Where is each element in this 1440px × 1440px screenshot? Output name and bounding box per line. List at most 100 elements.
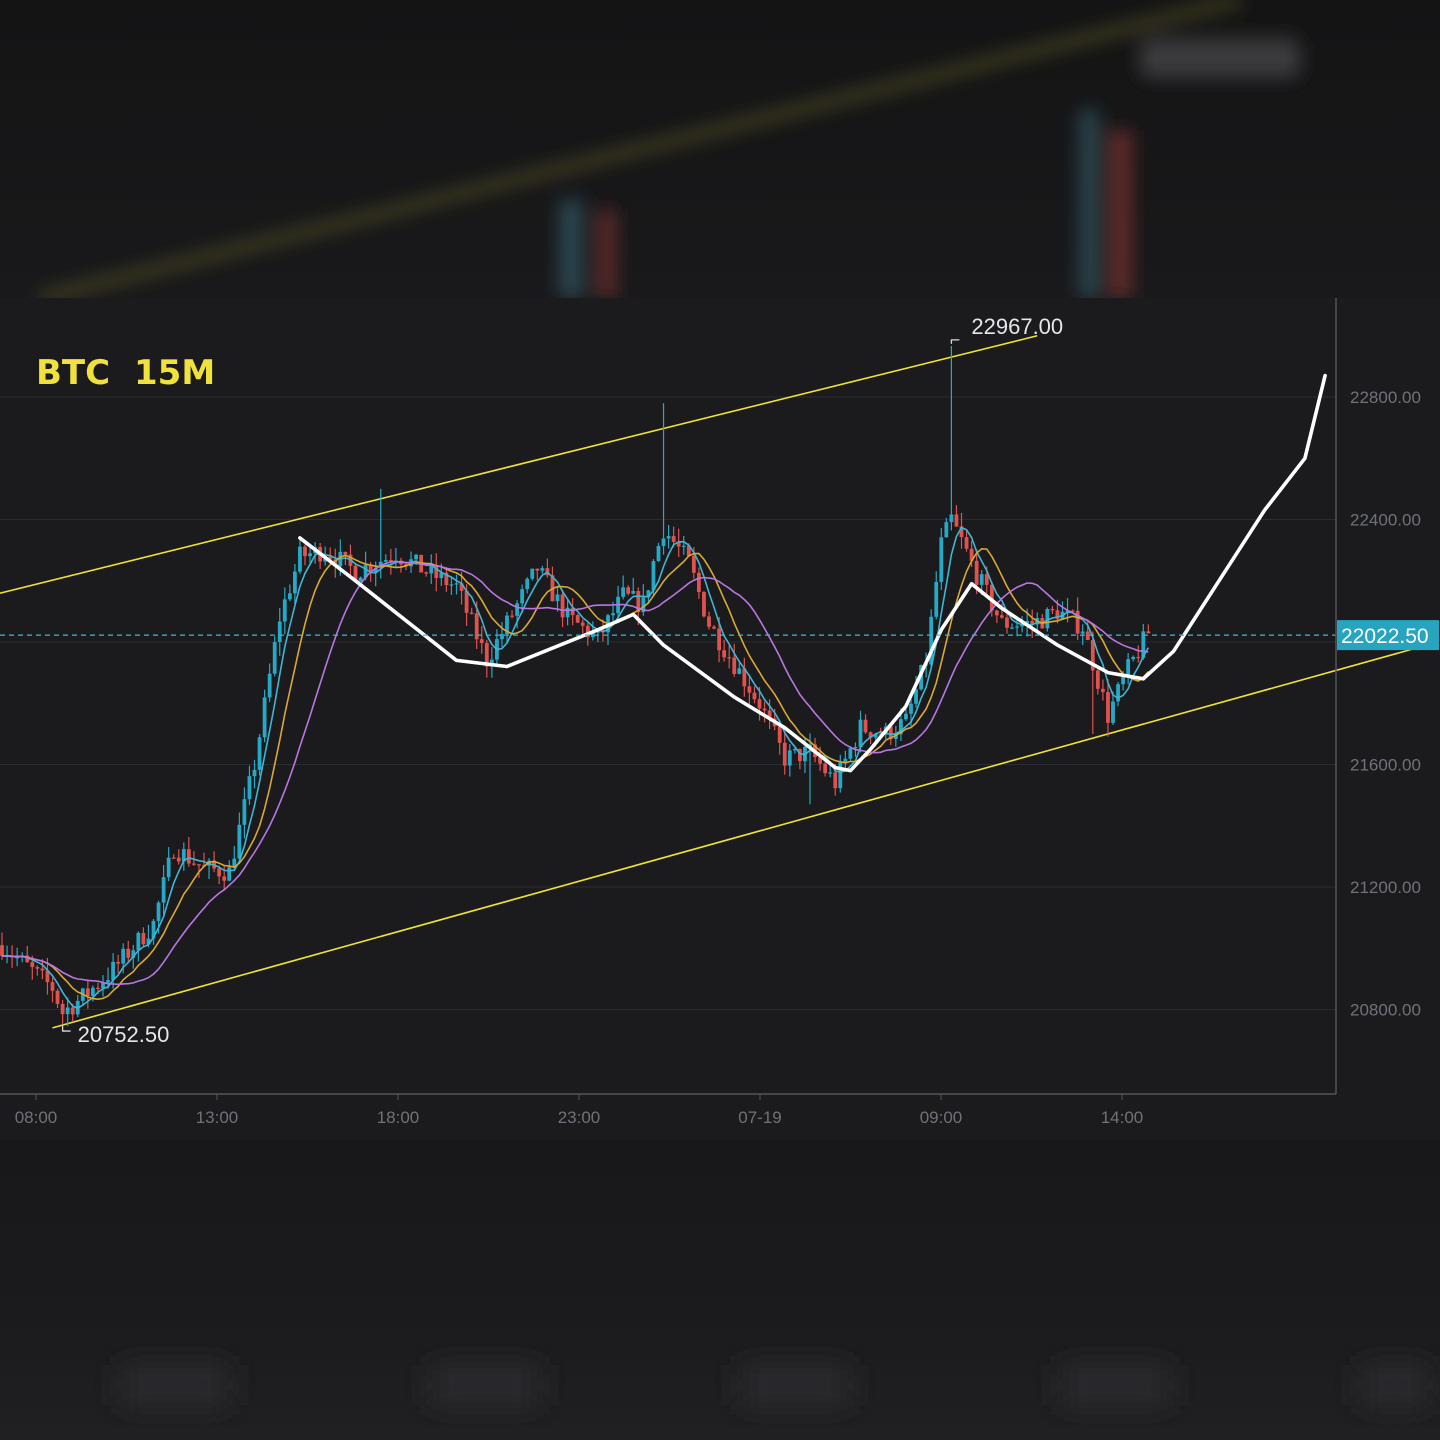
candle-body [732, 657, 737, 674]
candle-body [222, 876, 227, 881]
candle-body [171, 857, 176, 859]
candle-body [707, 616, 711, 627]
candle-body [192, 863, 196, 865]
candle-body [934, 582, 939, 617]
x-tick-label: 09:00 [920, 1108, 963, 1127]
candle-body [237, 824, 242, 859]
candle-body [15, 957, 20, 959]
current-price-badge [1337, 620, 1439, 651]
candle-body [287, 593, 292, 600]
candle-body [141, 932, 146, 945]
candle-body [858, 719, 863, 747]
candle-body [45, 970, 50, 983]
candle-body [575, 615, 580, 623]
candle-body [621, 587, 626, 597]
candle-body [914, 689, 918, 704]
candle-body [91, 987, 95, 996]
candle-body [121, 948, 126, 964]
candle-body [969, 548, 974, 561]
candle-body [484, 643, 489, 667]
x-tick-label: 23:00 [558, 1108, 601, 1127]
candle-body [257, 737, 262, 770]
candle-body [676, 541, 681, 547]
candle-body [656, 545, 661, 562]
candle-body [515, 603, 519, 616]
candle-body [247, 776, 252, 800]
candle-body [737, 668, 742, 674]
x-tick-label: 13:00 [196, 1108, 239, 1127]
current-price-label: 22022.50 [1341, 625, 1429, 648]
candle-body [661, 538, 666, 546]
grid-layer [0, 396, 1336, 1010]
candle-body [1045, 608, 1050, 629]
candle-body [469, 612, 474, 614]
candle-body [363, 564, 368, 578]
x-tick-label: 07-19 [738, 1108, 781, 1127]
chart-title: BTC [36, 353, 110, 393]
high-marker [950, 339, 960, 344]
moving-average-5 [1, 526, 1149, 1010]
candle-body [590, 632, 595, 638]
candle-body [838, 762, 843, 789]
candle-body [293, 571, 297, 594]
candle-body [792, 748, 797, 751]
chart-panel[interactable]: 22022.50 20800.00 21200.00 21600.00 22400.0… [0, 298, 1440, 1140]
candle-body [101, 982, 105, 989]
candle-body [964, 537, 969, 549]
candle-body [651, 561, 656, 591]
candle-body [691, 555, 696, 573]
candle-body [1015, 626, 1019, 628]
candle-body [853, 746, 858, 749]
candle-body [70, 1007, 75, 1015]
candle-body [328, 556, 333, 560]
candle-body [176, 857, 181, 862]
candle-body [823, 763, 828, 774]
candle-body [106, 980, 110, 983]
candle-body [1080, 631, 1085, 634]
candlestick-chart[interactable]: 22022.50 20800.00 21200.00 21600.00 22400.0… [0, 298, 1440, 1140]
candle-body [1085, 631, 1090, 640]
candle-body [873, 734, 878, 738]
low-annotation: 20752.50 [78, 1022, 170, 1047]
candle-body [848, 748, 853, 759]
candle-body [565, 607, 570, 618]
candle-body [525, 578, 530, 590]
candle-body [186, 849, 191, 864]
candle-body [454, 583, 459, 585]
candle-body [50, 982, 55, 991]
candle-body [474, 613, 479, 640]
candle-body [520, 589, 525, 604]
candle-body [843, 758, 848, 763]
candle-body [368, 564, 373, 573]
candle-body [459, 583, 464, 591]
candle-body [1070, 610, 1075, 612]
candle-body [479, 639, 484, 644]
blurred-background-art [39, 0, 1300, 298]
candle-body [697, 572, 701, 593]
candle-body [954, 514, 959, 527]
x-tick-label: 08:00 [15, 1108, 58, 1127]
annotations-layer: 22967.00 20752.50 [61, 314, 1063, 1047]
low-marker [61, 1026, 71, 1032]
candle-body [666, 536, 671, 539]
channel-lower-line [52, 647, 1417, 1029]
candle-body [1111, 701, 1115, 723]
candle-body [232, 858, 237, 868]
candle-body [994, 610, 999, 616]
candle-body [782, 742, 787, 766]
candle-body [510, 615, 514, 617]
candle-body [388, 559, 393, 562]
candle-body [1131, 656, 1136, 660]
y-tick-label: 20800.00 [1350, 1001, 1421, 1020]
candle-body [424, 572, 429, 574]
candle-body [166, 857, 171, 878]
candle-body [242, 799, 247, 825]
candle-body [60, 1003, 65, 1015]
candle-body [383, 559, 388, 562]
moving-average-10 [1, 547, 1149, 1001]
candle-body [686, 545, 691, 556]
chart-timeframe: 15M [134, 353, 215, 393]
blurred-background-footer [120, 1365, 1430, 1405]
candle-body [929, 616, 934, 665]
candle-body [535, 568, 540, 571]
